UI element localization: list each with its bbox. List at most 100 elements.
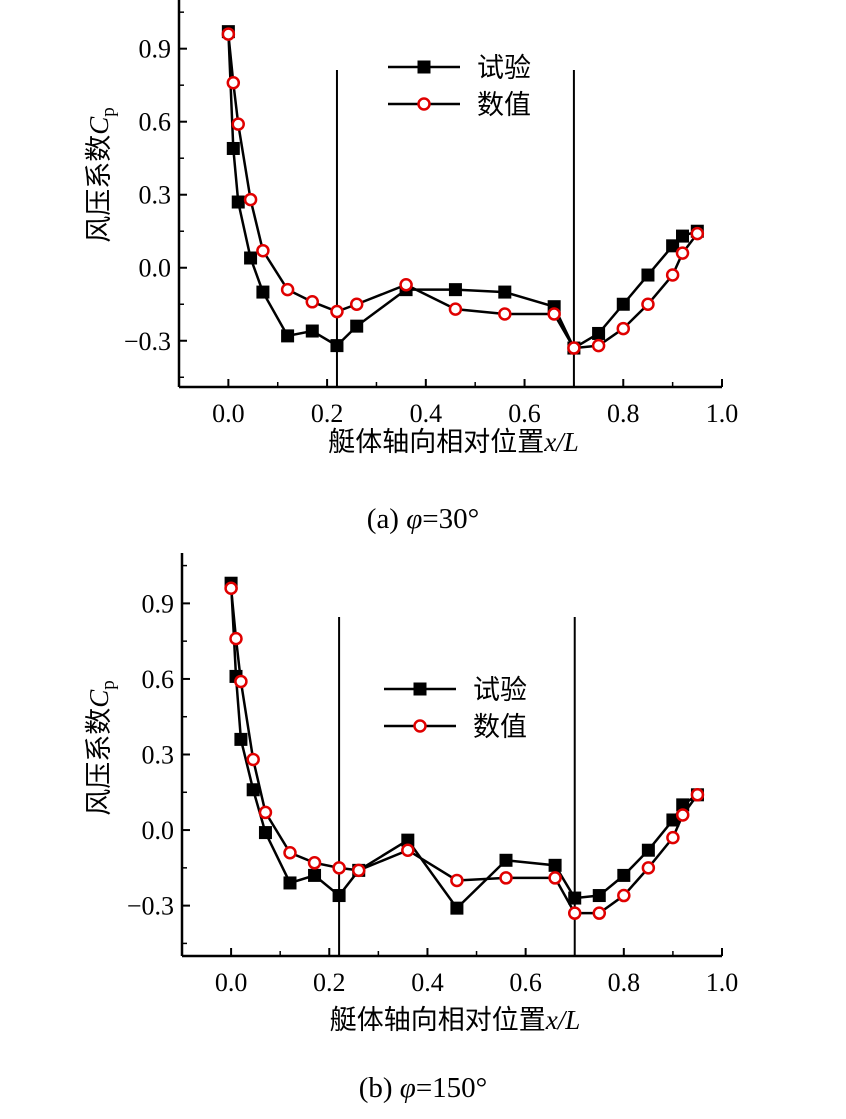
legend-marker-square xyxy=(413,682,427,696)
chart-panel-a: −0.3 0.0 0.3 0.6 0.9 0.0 0.2 0.4 0.6 0.8 1.0 试验数值艇体… xyxy=(84,0,738,458)
data-point-square xyxy=(246,783,260,797)
x-tick-label: 0.0 xyxy=(212,399,245,428)
data-point-square xyxy=(641,268,655,282)
data-point-circle xyxy=(332,861,346,875)
data-point-square xyxy=(592,326,606,340)
y-tick-label: 0.0 xyxy=(139,254,172,283)
data-point-circle xyxy=(305,295,320,309)
x-tick-label: 0.4 xyxy=(411,968,444,997)
data-point-square xyxy=(450,901,464,915)
data-point-square xyxy=(258,826,272,840)
legend-label: 数值 xyxy=(473,712,527,743)
y-tick-label: 0.6 xyxy=(142,665,175,694)
caption-symbol: φ xyxy=(406,503,422,535)
data-point-square xyxy=(256,285,270,299)
data-point-circle xyxy=(351,863,366,878)
x-axis-title: 艇体轴向相对位置x/L xyxy=(330,1005,581,1036)
data-point-circle xyxy=(617,888,631,903)
x-axis-title-text: 艇体轴向相对位置 xyxy=(328,427,544,458)
x-axis-title-variable: x/L xyxy=(543,427,579,457)
data-point-circle xyxy=(448,302,463,316)
data-point-circle xyxy=(499,871,513,885)
y-tick-label: 0.6 xyxy=(139,108,172,137)
data-point-square xyxy=(499,853,513,867)
data-point-circle xyxy=(401,843,415,857)
legend-marker-square xyxy=(417,60,431,74)
figure-caption-b: (b) φ=150° xyxy=(359,1072,488,1104)
data-point-circle xyxy=(675,246,690,260)
data-point-square xyxy=(641,843,655,857)
data-point-circle xyxy=(666,830,680,845)
data-point-circle xyxy=(567,341,581,355)
data-point-square xyxy=(305,324,319,338)
series-line-experiment xyxy=(229,583,699,911)
x-tick-label: 0.6 xyxy=(508,399,541,428)
series-line-numerical xyxy=(229,588,699,915)
data-point-circle xyxy=(280,282,295,297)
data-point-circle xyxy=(231,117,245,131)
data-point-circle xyxy=(330,304,344,319)
y-tick-label: 0.9 xyxy=(139,35,172,64)
y-axis-title-variable: C xyxy=(84,689,114,708)
x-tick-label: 0.2 xyxy=(311,399,344,428)
data-point-square xyxy=(330,339,344,353)
y-tick-label: −0.3 xyxy=(124,327,171,356)
caption-prefix: (a) xyxy=(367,503,406,535)
data-point-square xyxy=(676,798,690,812)
data-point-square xyxy=(592,889,606,903)
x-tick-label: 0.0 xyxy=(215,968,248,997)
y-tick-label: −0.3 xyxy=(127,892,174,921)
x-tick-label: 0.8 xyxy=(607,399,640,428)
legend-marker-circle xyxy=(413,719,427,733)
x-axis-title-text: 艇体轴向相对位置 xyxy=(330,1005,546,1036)
caption-prefix: (b) xyxy=(359,1072,400,1104)
data-point-square xyxy=(244,251,258,265)
data-point-square xyxy=(676,229,690,243)
x-tick-label: 1.0 xyxy=(706,399,739,428)
caption-suffix: =30° xyxy=(422,503,479,535)
x-tick-label: 1.0 xyxy=(706,968,739,997)
figure-caption-a: (a) φ=30° xyxy=(367,503,479,535)
legend-label: 试验 xyxy=(477,53,531,84)
data-point-circle xyxy=(307,856,322,870)
data-point-square xyxy=(448,283,462,297)
data-point-square xyxy=(283,876,297,890)
data-point-circle xyxy=(547,307,561,321)
y-axis-title-text: 风压系数 xyxy=(84,135,115,243)
x-tick-label: 0.4 xyxy=(410,399,443,428)
data-point-square xyxy=(308,868,322,882)
data-point-square xyxy=(234,732,248,746)
y-axis-title-subscript: p xyxy=(98,107,119,117)
data-point-circle xyxy=(690,788,705,802)
chart-panel-b: −0.3 0.0 0.3 0.6 0.9 0.0 0.2 0.4 0.6 0.8 1.0 试验数值艇体… xyxy=(84,553,738,1036)
data-point-square xyxy=(498,285,512,299)
y-axis-title-variable: C xyxy=(84,116,114,135)
data-point-square xyxy=(666,813,680,827)
y-axis-title-subscript: p xyxy=(98,680,119,690)
data-point-circle xyxy=(641,297,655,311)
legend-label: 试验 xyxy=(473,675,527,706)
legend-marker-circle xyxy=(417,97,431,111)
data-point-circle xyxy=(690,226,705,241)
data-point-square xyxy=(226,141,240,155)
data-point-square xyxy=(548,858,562,872)
data-point-circle xyxy=(221,27,236,41)
data-point-circle xyxy=(567,906,582,920)
data-point-circle xyxy=(641,861,656,875)
y-tick-label: 0.3 xyxy=(142,741,175,770)
x-axis-title: 艇体轴向相对位置x/L xyxy=(328,427,579,458)
data-point-square xyxy=(332,889,346,903)
data-point-circle xyxy=(349,297,364,311)
caption-suffix: =150° xyxy=(416,1072,487,1104)
data-point-circle xyxy=(450,873,464,888)
data-point-square xyxy=(616,297,630,311)
data-point-circle xyxy=(234,674,248,689)
data-point-circle xyxy=(592,906,607,920)
data-point-circle xyxy=(243,192,258,207)
data-point-square xyxy=(231,195,245,209)
caption-symbol: φ xyxy=(400,1072,416,1104)
y-axis-title: 风压系数Cp xyxy=(84,107,119,243)
